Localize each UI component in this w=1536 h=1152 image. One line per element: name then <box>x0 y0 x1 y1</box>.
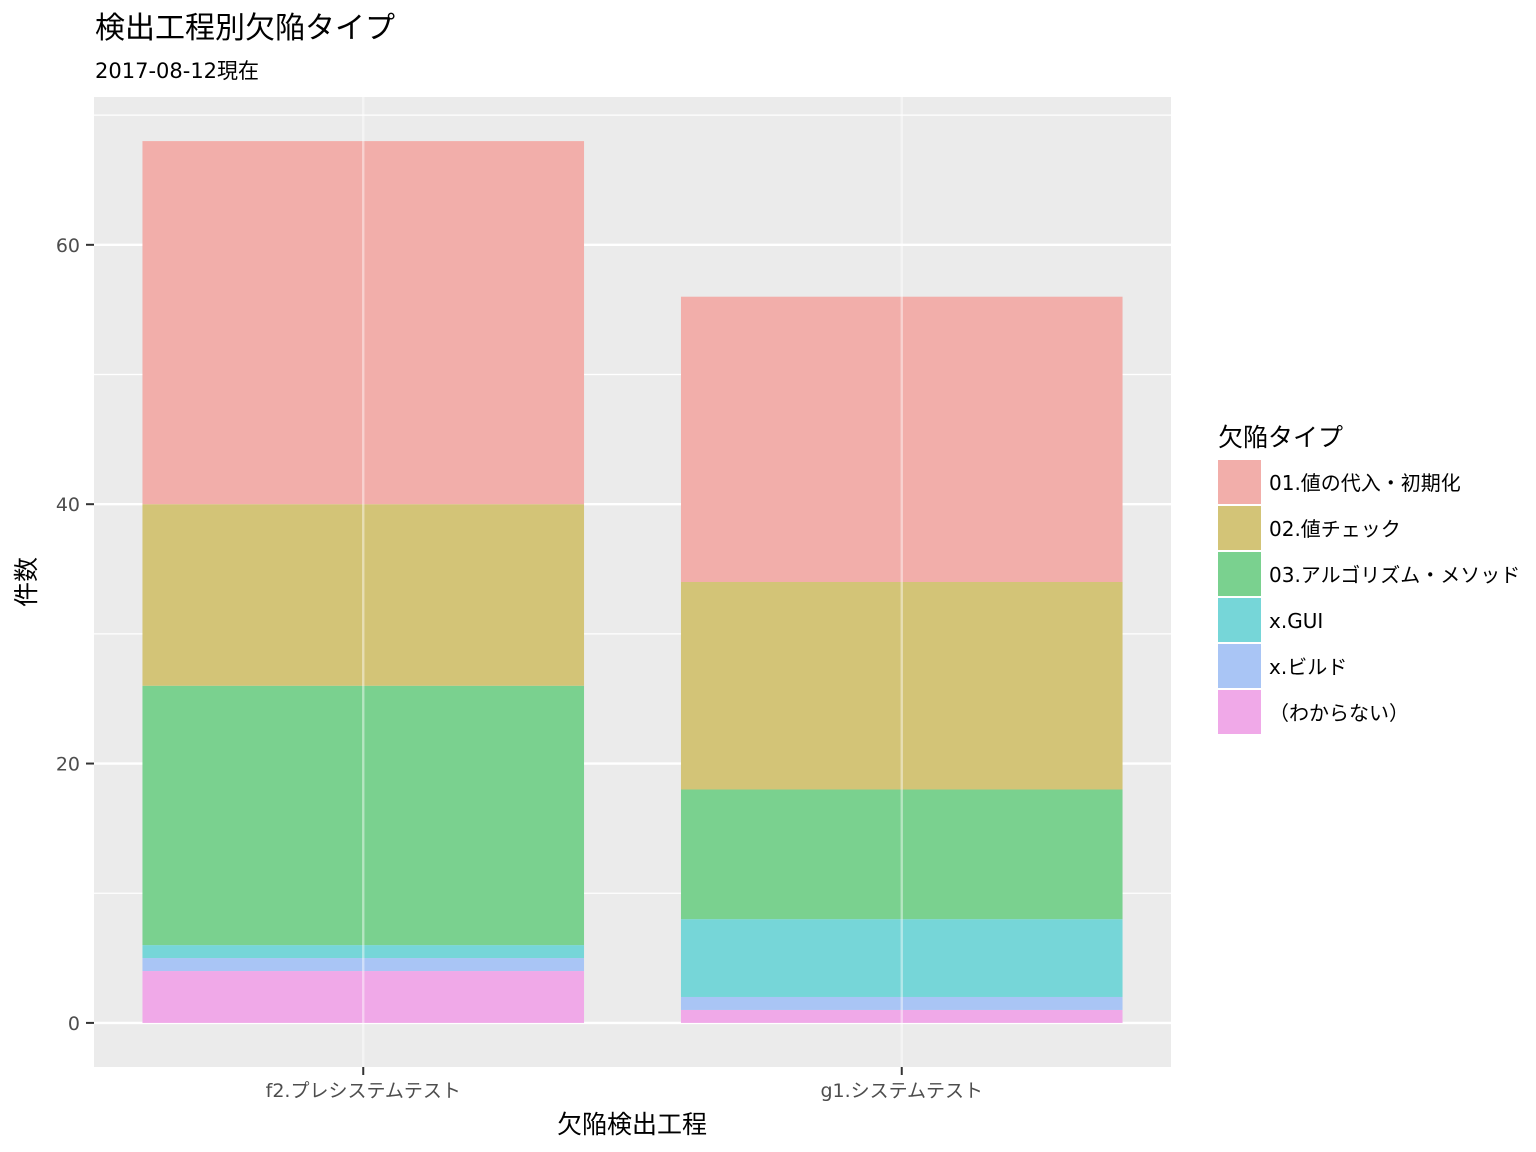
y-tick-label: 40 <box>56 494 80 516</box>
legend-key <box>1218 598 1261 642</box>
grid-vertical <box>362 97 903 1067</box>
chart-subtitle: 2017-08-12現在 <box>95 59 259 83</box>
bar-segment <box>680 296 1123 582</box>
legend-label: 03.アルゴリズム・メソッド <box>1269 563 1520 587</box>
legend-key <box>1218 506 1261 550</box>
y-tick-label: 0 <box>68 1013 80 1035</box>
x-tick-label: g1.システムテスト <box>820 1080 983 1102</box>
bar-segment <box>680 1009 1123 1023</box>
legend-key <box>1218 460 1261 504</box>
legend-label: （わからない） <box>1269 701 1409 725</box>
bar-segment <box>142 958 585 972</box>
bar-segment <box>142 141 585 505</box>
y-axis-title: 件数 <box>12 557 41 607</box>
legend-title: 欠陥タイプ <box>1218 423 1343 452</box>
bar-segment <box>142 504 585 686</box>
legend-key <box>1218 690 1261 734</box>
bar-segment <box>142 971 585 1023</box>
bar-segment <box>680 582 1123 790</box>
x-tick-label: f2.プレシステムテスト <box>266 1080 461 1102</box>
legend-label: x.ビルド <box>1269 655 1347 679</box>
bar-segment <box>142 945 585 959</box>
chart-title: 検出工程別欠陥タイプ <box>95 11 395 46</box>
legend: 欠陥タイプ 01.値の代入・初期化 02.値チェック 03.アルゴリズム・メソッド x… <box>1218 423 1520 734</box>
legend-label: x.GUI <box>1269 609 1323 633</box>
bar-segment <box>680 996 1123 1010</box>
y-tick-label: 20 <box>56 754 80 776</box>
y-tick-label: 60 <box>56 235 80 257</box>
y-axis: 0 20 40 60 <box>56 235 94 1035</box>
bars <box>142 141 1123 1023</box>
bar-segment <box>142 685 585 946</box>
legend-label: 02.値チェック <box>1269 517 1401 541</box>
x-axis: f2.プレシステムテスト g1.システムテスト <box>266 1067 983 1102</box>
bar-segment <box>680 789 1123 920</box>
x-axis-title: 欠陥検出工程 <box>557 1110 707 1139</box>
legend-key <box>1218 552 1261 596</box>
legend-key <box>1218 644 1261 688</box>
legend-label: 01.値の代入・初期化 <box>1269 471 1461 495</box>
bar-segment <box>680 919 1123 997</box>
